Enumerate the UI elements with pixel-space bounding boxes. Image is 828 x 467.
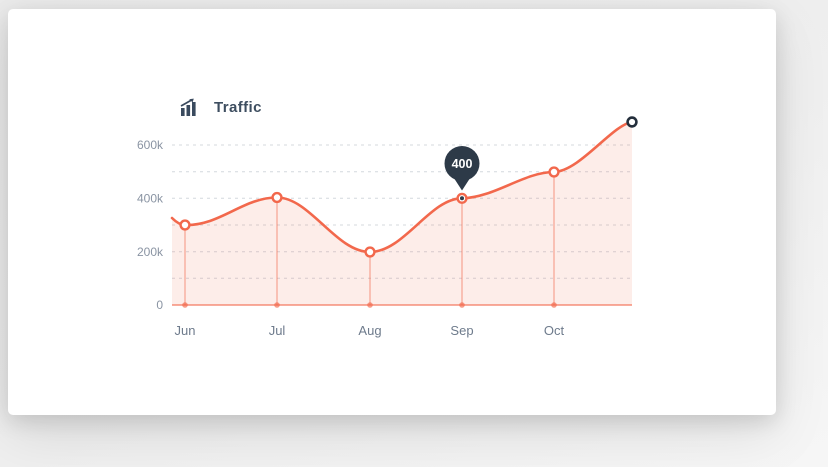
- ytick-0: 0: [156, 298, 163, 312]
- bar-chart-trend-icon: [180, 98, 196, 116]
- tooltip: 400: [444, 146, 480, 191]
- y-axis-labels: 600k 400k 200k 0: [137, 138, 164, 312]
- ytick-200k: 200k: [137, 245, 164, 259]
- ytick-600k: 600k: [137, 138, 164, 152]
- traffic-card: [8, 9, 776, 415]
- ytick-400k: 400k: [137, 192, 164, 206]
- point-oct[interactable]: [548, 166, 560, 178]
- traffic-area-chart: 400 600k 400k 200k 0 Jun Jul Aug Sep Oct: [137, 116, 638, 338]
- drop-lines: [182, 176, 557, 308]
- chart-title: Traffic: [214, 98, 262, 116]
- point-aug[interactable]: [364, 246, 376, 258]
- xtick-jun: Jun: [175, 323, 196, 338]
- xtick-jul: Jul: [269, 323, 286, 338]
- tooltip-bubble: [444, 146, 480, 181]
- tooltip-value: 400: [452, 157, 473, 171]
- point-jun[interactable]: [179, 219, 191, 231]
- area-fill: [172, 122, 632, 305]
- point-end[interactable]: [626, 116, 638, 128]
- xtick-aug: Aug: [358, 323, 381, 338]
- chart-header: Traffic: [180, 98, 262, 116]
- data-points: [179, 116, 638, 258]
- x-axis-labels: Jun Jul Aug Sep Oct: [175, 323, 565, 338]
- point-sep-active-dot: [460, 196, 464, 201]
- point-jul[interactable]: [271, 191, 283, 204]
- xtick-oct: Oct: [544, 323, 565, 338]
- xtick-sep: Sep: [450, 323, 473, 338]
